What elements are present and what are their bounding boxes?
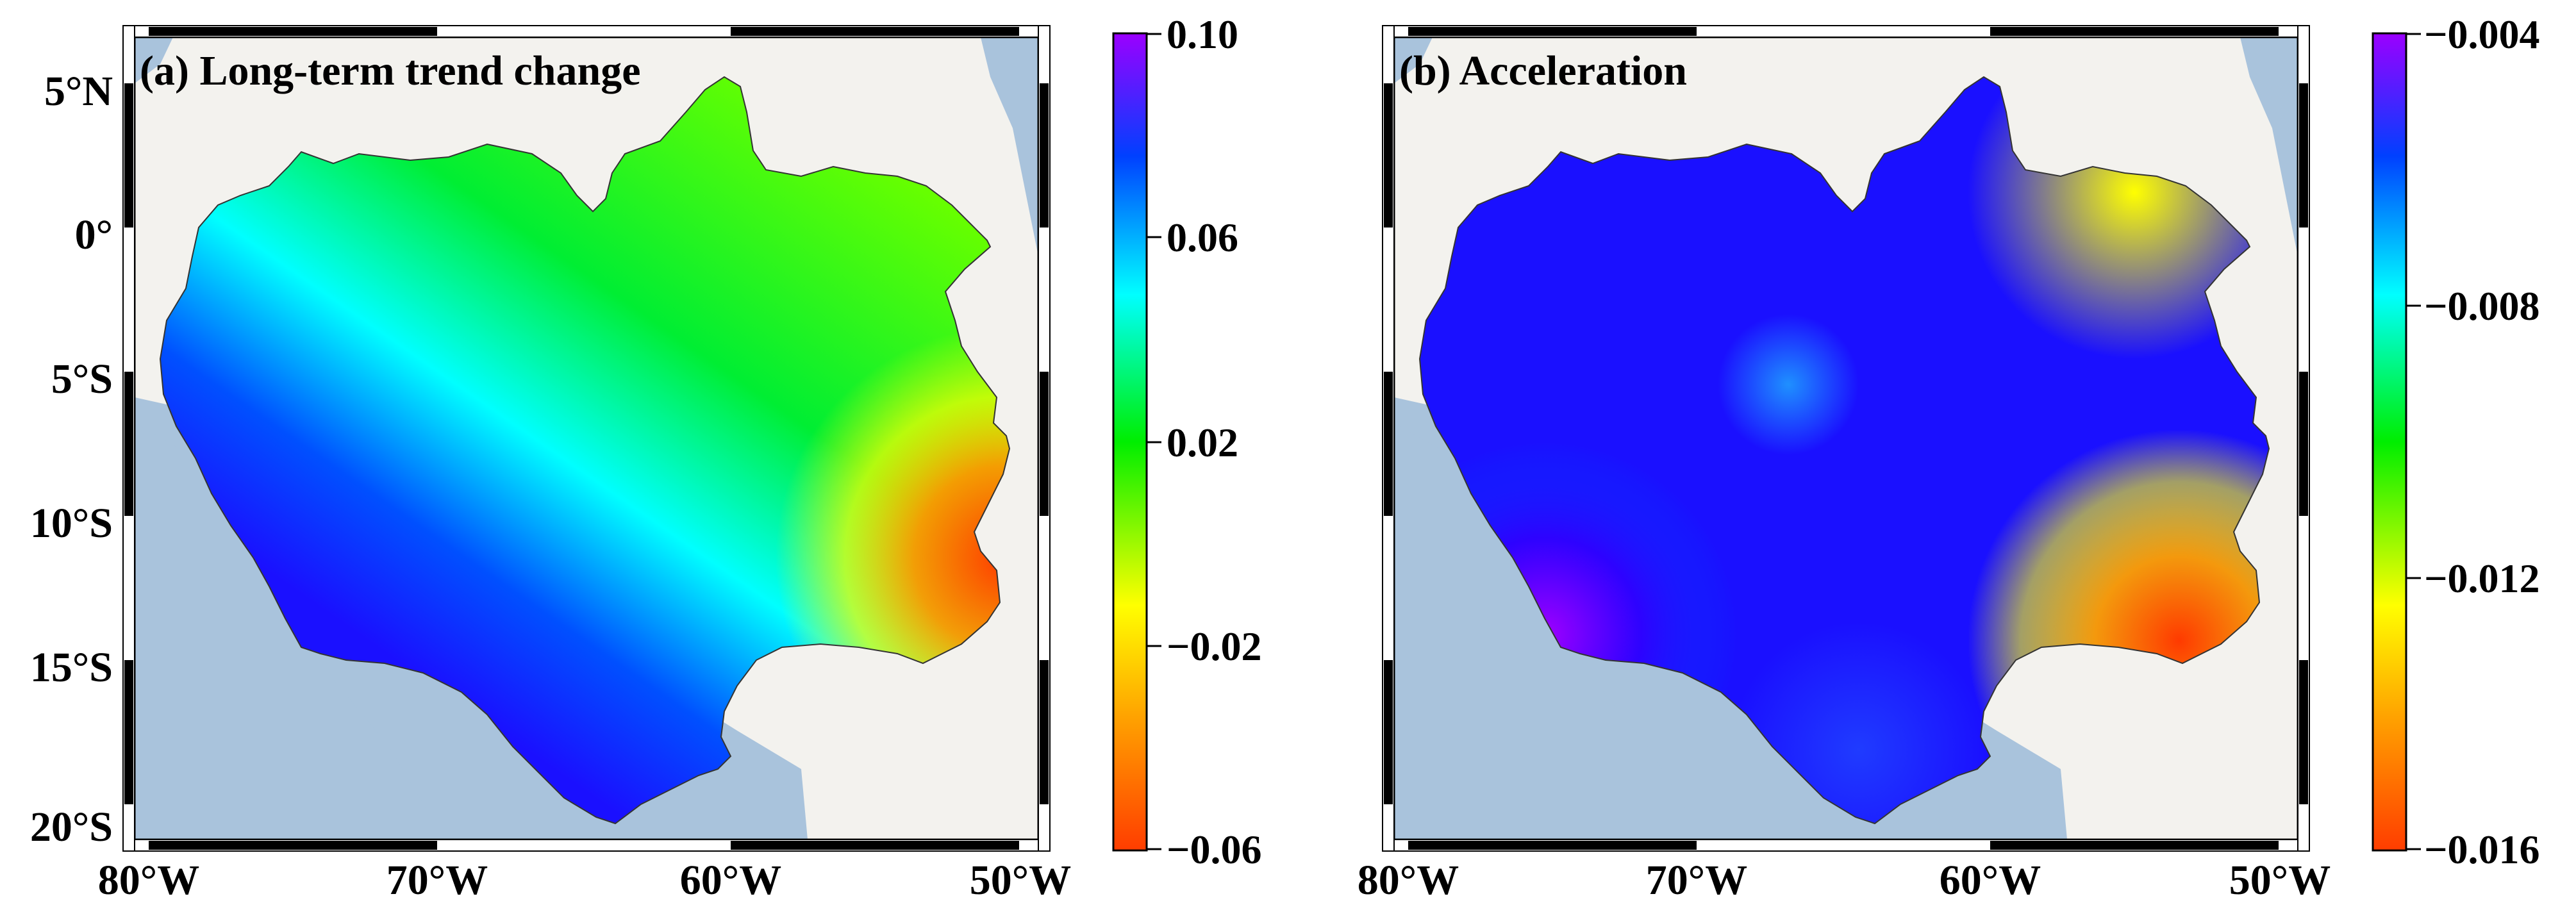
- panel-title: (a) Long-term trend change: [140, 47, 641, 94]
- panel-b: (b) Acceleration 80°W 70°W 60°W 50°W −0.…: [1358, 12, 2540, 904]
- lon-tick-label: 80°W: [1358, 857, 1459, 904]
- colorbar-tick-label: −0.016: [2424, 827, 2539, 872]
- lon-tick-label: 80°W: [98, 857, 199, 904]
- lon-tick-label: 60°W: [680, 857, 781, 904]
- lat-tick-label: 10°S: [30, 500, 113, 547]
- frame-tickbars: [1382, 25, 2310, 852]
- lon-tick-label: 50°W: [2229, 857, 2331, 904]
- lat-tick-label: 0°: [75, 211, 113, 258]
- longitude-labels: 80°W 70°W 60°W 50°W: [98, 857, 1071, 904]
- colorbar-tick-label: −0.008: [2424, 283, 2539, 329]
- panel-title: (b) Acceleration: [1399, 47, 1687, 94]
- colorbar-tick-label: −0.06: [1167, 827, 1261, 872]
- lat-tick-label: 5°S: [51, 356, 113, 402]
- frame-tickbars: [122, 25, 1051, 852]
- colorbar-tick-label: 0.02: [1167, 420, 1238, 465]
- longitude-labels: 80°W 70°W 60°W 50°W: [1358, 857, 2331, 904]
- colorbar-a: 0.10 0.06 0.02 −0.02 −0.06: [1112, 12, 1261, 872]
- colorbar-tick-label: 0.06: [1167, 215, 1238, 260]
- colorbar-tick-label: −0.012: [2424, 556, 2539, 601]
- lat-tick-label: 5°N: [44, 68, 113, 115]
- panel-a: (a) Long-term trend change 5°N 0° 5°S 10…: [30, 12, 1262, 904]
- latitude-labels: 5°N 0° 5°S 10°S 15°S 20°S: [30, 68, 113, 850]
- lon-tick-label: 70°W: [1646, 857, 1747, 904]
- colorbar-ticks: [2406, 33, 2421, 850]
- lon-tick-label: 60°W: [1940, 857, 2041, 904]
- pacific-ocean: [1394, 423, 1702, 840]
- colorbar-tick-label: −0.004: [2424, 12, 2539, 57]
- lon-tick-label: 70°W: [386, 857, 488, 904]
- colorbar-tick-label: −0.02: [1167, 624, 1261, 669]
- pacific-ocean: [135, 423, 442, 840]
- lat-tick-label: 15°S: [30, 644, 113, 691]
- colorbar-ticks: [1147, 33, 1161, 850]
- colorbar-gradient: [2372, 32, 2407, 852]
- colorbar-gradient: [1112, 32, 1148, 852]
- lon-tick-label: 50°W: [970, 857, 1071, 904]
- colorbar-b: −0.004 −0.008 −0.012 −0.016: [2372, 12, 2539, 872]
- lat-tick-label: 20°S: [30, 804, 113, 850]
- colorbar-tick-label: 0.10: [1167, 12, 1238, 57]
